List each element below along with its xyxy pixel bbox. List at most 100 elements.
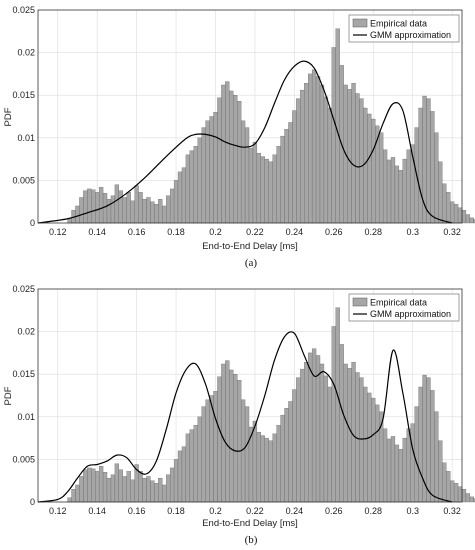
histogram-bar — [181, 446, 187, 503]
histogram-bar — [315, 76, 321, 224]
panel-label-b: (b) — [245, 534, 258, 546]
histogram-bar — [300, 368, 305, 503]
histogram-bar — [379, 132, 384, 224]
histogram-bar — [292, 389, 297, 503]
histogram-bar — [331, 326, 336, 503]
histogram-bar — [457, 207, 463, 224]
histogram-bar — [146, 197, 151, 224]
x-tick-label: 0.3 — [406, 506, 419, 516]
histogram-bar — [158, 198, 163, 224]
y-tick-label: 0.025 — [12, 284, 35, 294]
histogram-bar — [386, 438, 392, 503]
histogram-bar — [390, 157, 396, 224]
histogram-bar — [252, 420, 258, 503]
y-tick-label: 0 — [30, 218, 35, 228]
legend-label-gmm-a: GMM approximation — [370, 30, 451, 40]
histogram-bar — [264, 437, 269, 503]
histogram-bar — [213, 112, 218, 224]
histogram-bar — [296, 98, 301, 224]
plot-frame-b — [37, 288, 463, 503]
x-tick-label: 0.28 — [364, 506, 382, 516]
x-tick-label: 0.18 — [167, 227, 185, 237]
histogram-bar — [442, 183, 447, 224]
x-tick-label: 0.16 — [128, 227, 146, 237]
histogram-bar — [173, 459, 179, 503]
histogram-bar — [473, 498, 475, 503]
histogram-bar — [142, 477, 147, 503]
x-tick-label: 0.12 — [49, 227, 67, 237]
histogram-bar — [189, 429, 194, 503]
histogram-bar — [205, 120, 210, 224]
histogram-bar — [173, 180, 179, 224]
histogram-bar — [446, 192, 451, 224]
x-tick-labels-b: 0.12 0.14 0.16 0.18 0.2 0.22 0.24 0.26 0.28 0.3 0.… — [49, 506, 461, 516]
histogram-bar — [280, 135, 285, 224]
legend-b: Empirical data GMM approximation — [348, 293, 460, 322]
x-tick-label: 0.32 — [443, 227, 461, 237]
histogram-bar — [154, 204, 159, 224]
histogram-bar — [434, 132, 439, 224]
x-tick-label: 0.2 — [209, 227, 222, 237]
histogram-bar — [371, 397, 376, 503]
histogram-bar — [233, 374, 238, 503]
y-tick-label: 0.01 — [17, 133, 35, 143]
histogram-bar — [256, 152, 261, 224]
histogram-bar — [221, 84, 226, 224]
histogram-bar — [382, 149, 388, 224]
histogram-bar — [134, 185, 139, 224]
histogram-bar — [272, 433, 277, 503]
legend-box-a — [348, 14, 460, 43]
histogram-bar — [319, 84, 325, 224]
histogram-bar — [465, 493, 471, 503]
histogram-bar — [406, 149, 411, 224]
histogram-bar — [319, 363, 325, 503]
histogram-bar — [284, 129, 289, 224]
histogram-bars-a — [67, 28, 475, 224]
histogram-bar — [181, 167, 187, 224]
histogram-bar — [154, 483, 159, 503]
chart-panel-a: 0.12 0.14 0.16 0.18 0.2 0.22 0.24 0.26 0.28 0.3 0.… — [3, 5, 475, 269]
histogram-bar — [233, 95, 238, 224]
y-axis-label-b: PDF — [3, 386, 14, 405]
histogram-bar — [268, 440, 273, 503]
x-tick-label: 0.24 — [286, 506, 304, 516]
y-tick-label: 0.005 — [12, 454, 35, 464]
histogram-bar — [292, 110, 297, 224]
y-tick-label: 0 — [30, 497, 35, 507]
histogram-bar — [296, 377, 301, 503]
x-tick-label: 0.14 — [88, 227, 106, 237]
histogram-bar — [469, 496, 474, 503]
histogram-bar — [142, 198, 147, 224]
histogram-bar — [430, 111, 435, 224]
histogram-bar — [177, 450, 183, 503]
histogram-bar — [394, 444, 400, 503]
histogram-bar — [126, 471, 131, 503]
histogram-bar — [331, 47, 336, 224]
histogram-bar — [138, 192, 143, 224]
histogram-bar — [450, 201, 455, 224]
histogram-bar — [122, 197, 127, 224]
histogram-bar — [79, 476, 84, 503]
x-tick-label: 0.18 — [167, 506, 185, 516]
histogram-bar — [375, 404, 380, 503]
histogram-bar — [213, 391, 218, 503]
histogram-bar — [201, 406, 206, 503]
histogram-bar — [465, 214, 471, 224]
histogram-bar — [426, 98, 431, 224]
histogram-bar — [162, 484, 167, 503]
histogram-bar — [185, 433, 191, 503]
histogram-bar — [91, 189, 96, 224]
histogram-bar — [169, 188, 175, 224]
histogram-bar — [193, 146, 198, 224]
histogram-bar — [351, 83, 356, 224]
histogram-bar — [272, 154, 277, 224]
histogram-bar — [335, 307, 340, 503]
y-tick-labels-a: 0 0.005 0.01 0.015 0.02 0.025 — [12, 5, 35, 228]
y-tick-label: 0.015 — [12, 90, 35, 100]
histogram-bar — [201, 127, 206, 224]
x-axis-label-b: End-to-End Delay [ms] — [202, 518, 298, 529]
histogram-bar — [284, 408, 289, 503]
x-tick-labels-a: 0.12 0.14 0.16 0.18 0.2 0.22 0.24 0.26 0.28 0.3 0.… — [49, 227, 461, 237]
histogram-bar — [268, 161, 273, 224]
histogram-bar — [75, 484, 80, 503]
